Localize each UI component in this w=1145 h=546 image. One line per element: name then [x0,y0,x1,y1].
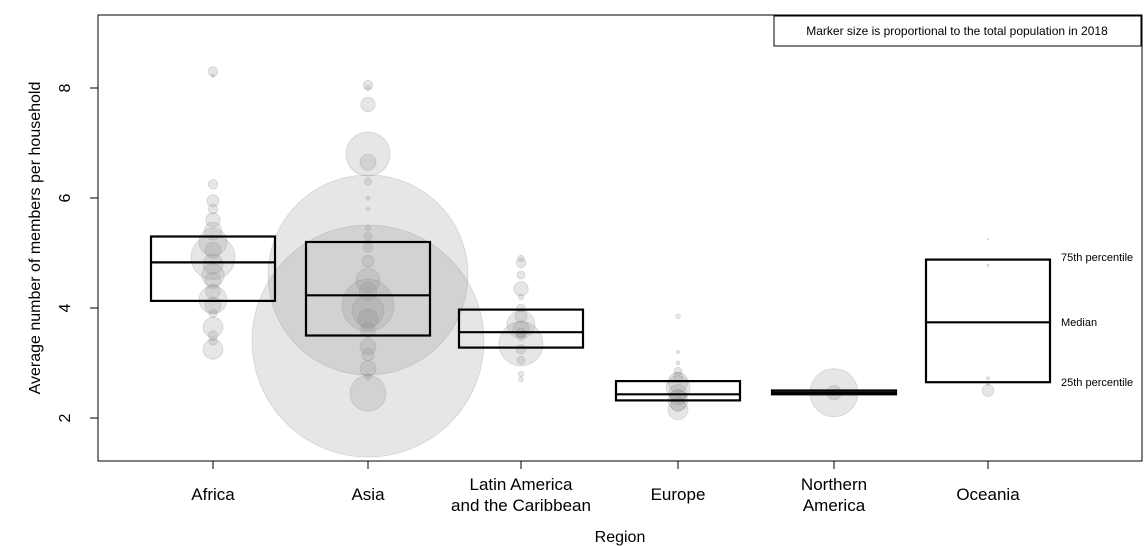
data-point [202,338,224,360]
data-point [360,322,376,338]
data-point [208,336,218,346]
data-point [517,370,525,378]
data-point [359,153,377,171]
data-point [341,278,395,332]
data-point [357,308,379,330]
data-point [198,227,228,257]
data-point [251,224,485,458]
x-tick-label-line: and the Caribbean [451,496,591,515]
data-point [205,283,221,300]
x-tick-label-line: Northern [801,475,867,494]
label-75th-percentile: 75th percentile [1061,252,1133,264]
data-point [365,85,371,91]
data-point [365,195,371,201]
y-axis-title: Average number of members per household [27,82,44,395]
data-point [516,355,526,365]
box-iqr [924,258,1052,384]
data-point [364,373,372,381]
data-point [267,174,469,376]
data-point [515,344,527,355]
data-point [673,366,683,376]
y-tick-label: 6 [57,193,74,202]
y-tick-label: 4 [57,303,74,312]
data-point [365,206,370,211]
plot-frame [97,14,1143,462]
box-iqr [614,380,742,402]
data-point [363,232,373,241]
x-tick-label: Asia [351,485,385,504]
data-point [207,179,219,190]
x-tick-label: Northern America [801,475,867,515]
data-point [667,399,689,421]
data-point [981,384,995,397]
data-point [207,203,219,215]
data-point [205,212,221,228]
data-point [675,360,681,366]
data-point [360,96,376,113]
x-tick-label: Europe [651,485,706,504]
data-point [359,338,377,355]
data-point [675,313,681,320]
data-point [515,257,527,269]
marker-size-note: Marker size is proportional to the total… [806,24,1108,38]
x-tick-label: Oceania [956,485,1020,504]
note-box-frame [773,15,1142,47]
data-point [364,225,372,232]
data-point [210,73,215,78]
data-point [345,131,391,177]
data-point [986,376,991,381]
data-point [516,270,526,280]
label-median: Median [1061,317,1097,329]
data-point [361,348,375,362]
box-iqr [304,240,432,337]
label-25th-percentile: 25th percentile [1061,377,1133,389]
data-point [202,253,224,275]
data-point [359,360,377,377]
data-point [202,316,224,338]
data-point [204,272,222,289]
data-point [207,330,219,341]
note-box: Marker size is proportional to the total… [773,15,1142,47]
data-point [206,194,220,208]
data-point [355,268,381,293]
x-tick-label: Africa [191,485,235,504]
data-point [207,66,219,77]
data-point [190,234,236,280]
x-tick-label-line: Latin America [470,475,574,494]
data-point [363,177,372,186]
box-iqr [457,308,585,349]
data-point [986,263,990,267]
x-tick-label: Latin America and the Caribbean [451,475,591,515]
data-point [198,285,228,315]
bubble-layer [190,66,995,458]
box-layer [149,235,1052,402]
data-point [201,263,225,287]
data-point [986,238,990,241]
data-point [518,376,524,383]
data-point [349,374,387,412]
data-point [517,254,525,263]
box-iqr [149,235,277,303]
y-tick-label: 2 [57,413,74,422]
data-point [667,371,689,393]
x-tick-label-line: America [803,496,866,515]
y-tick-label: 8 [57,83,74,92]
data-point [208,309,218,318]
y-axis: 2 4 6 8 [57,83,98,422]
x-axis: Africa Asia Latin America and the Caribbean… [191,461,1020,515]
data-point [203,221,223,241]
data-point [361,254,375,268]
data-point [204,241,222,259]
data-point [513,281,529,297]
x-axis-title: Region [595,529,646,546]
data-point [517,293,525,301]
data-point [676,349,681,354]
data-point [362,79,374,91]
